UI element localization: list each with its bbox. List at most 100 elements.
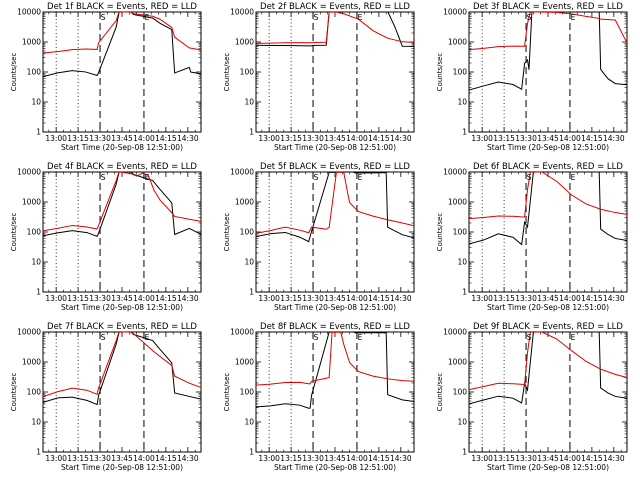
y-tick-label: 100	[453, 68, 468, 77]
plot-frame	[255, 11, 415, 133]
y-tick-label: 1000	[22, 38, 41, 47]
y-tick-label: 100	[240, 228, 255, 237]
x-tick-label: 14:15	[368, 454, 390, 463]
x-tick-label: 13:45	[111, 134, 133, 143]
y-tick-label: 10	[31, 418, 41, 427]
end-marker: E	[358, 333, 363, 342]
events-series-line	[43, 332, 201, 406]
y-tick-label: 1	[462, 128, 467, 137]
x-tick-label: 14:15	[581, 454, 603, 463]
y-tick-label: 1000	[235, 38, 254, 47]
events-series-line	[469, 172, 627, 246]
x-tick-label: 14:00	[559, 454, 581, 463]
y-tick-label: 1	[249, 448, 254, 457]
start-marker: S	[101, 173, 106, 182]
events-series-line	[256, 12, 414, 47]
x-tick-label: 14:30	[177, 134, 199, 143]
start-marker: S	[527, 173, 532, 182]
x-axis-label: Start Time (20-Sep-08 12:51:00)	[61, 303, 183, 312]
x-tick-label: 13:30	[302, 454, 324, 463]
chart-panel-9: Det 9f BLACK = Events, RED = LLD 1 10 100 10…	[436, 322, 628, 472]
chart-title: Det 7f BLACK = Events, RED = LLD	[47, 322, 197, 332]
chart-panel-1: Det 1f BLACK = Events, RED = LLD 1 10 100 10…	[10, 2, 202, 152]
chart-panel-5: Det 5f BLACK = Events, RED = LLD 1 10 100 10…	[223, 162, 415, 312]
x-axis-label: Start Time (20-Sep-08 12:51:00)	[61, 143, 183, 152]
x-tick-label: 13:15	[280, 294, 302, 303]
events-series-line	[43, 12, 201, 78]
y-tick-label: 10000	[17, 328, 41, 337]
x-tick-label: 14:15	[155, 294, 177, 303]
chart-panel-8: Det 8f BLACK = Events, RED = LLD 1 10 100 10…	[223, 322, 415, 472]
x-tick-label: 13:15	[493, 294, 515, 303]
x-axis-label: Start Time (20-Sep-08 12:51:00)	[487, 303, 609, 312]
x-tick-label: 14:00	[346, 454, 368, 463]
chart-title: Det 3f BLACK = Events, RED = LLD	[473, 2, 623, 12]
y-tick-label: 10	[244, 258, 254, 267]
x-tick-label: 14:30	[390, 294, 412, 303]
events-series-line	[469, 12, 627, 91]
lld-series-line	[469, 172, 627, 220]
events-series-line	[469, 332, 627, 405]
events-series-line	[256, 332, 414, 409]
start-marker: S	[314, 173, 319, 182]
end-marker: E	[571, 333, 576, 342]
x-tick-label: 13:45	[537, 294, 559, 303]
x-tick-label: 13:30	[515, 134, 537, 143]
start-marker: S	[314, 333, 319, 342]
chart-panel-3: Det 3f BLACK = Events, RED = LLD 1 10 100 10…	[436, 2, 628, 152]
y-tick-label: 1000	[235, 358, 254, 367]
y-tick-label: 10000	[443, 8, 467, 17]
start-marker: S	[527, 13, 532, 22]
y-tick-label: 100	[27, 68, 42, 77]
x-tick-label: 13:15	[280, 134, 302, 143]
x-tick-label: 13:30	[89, 294, 111, 303]
end-marker: E	[145, 173, 150, 182]
x-tick-label: 13:15	[493, 454, 515, 463]
x-tick-label: 14:30	[603, 134, 625, 143]
start-marker: S	[101, 333, 106, 342]
chart-title: Det 2f BLACK = Events, RED = LLD	[260, 2, 410, 12]
plot-frame	[255, 331, 415, 453]
y-axis-label: Counts/sec	[223, 373, 231, 412]
x-tick-label: 13:00	[258, 454, 280, 463]
x-tick-label: 13:00	[45, 294, 67, 303]
x-tick-label: 14:15	[368, 134, 390, 143]
x-tick-label: 13:15	[280, 454, 302, 463]
y-tick-label: 10	[457, 258, 467, 267]
y-tick-label: 1000	[448, 198, 467, 207]
x-tick-label: 14:00	[133, 294, 155, 303]
plot-frame	[468, 171, 628, 293]
x-tick-label: 14:00	[346, 134, 368, 143]
x-tick-label: 14:30	[603, 454, 625, 463]
y-tick-label: 100	[27, 388, 42, 397]
y-axis-label: Counts/sec	[10, 373, 18, 412]
lld-series-line	[469, 332, 627, 391]
x-tick-label: 13:30	[89, 454, 111, 463]
y-tick-label: 1000	[235, 198, 254, 207]
x-tick-label: 14:15	[581, 134, 603, 143]
x-tick-label: 14:15	[368, 294, 390, 303]
end-marker: E	[571, 173, 576, 182]
chart-title: Det 4f BLACK = Events, RED = LLD	[47, 162, 197, 172]
y-tick-label: 1	[36, 288, 41, 297]
y-axis-label: Counts/sec	[436, 373, 444, 412]
y-tick-label: 10000	[443, 168, 467, 177]
end-marker: E	[358, 13, 363, 22]
y-tick-label: 10	[457, 98, 467, 107]
lld-series-line	[256, 12, 414, 44]
y-tick-label: 100	[240, 68, 255, 77]
events-series-line	[43, 172, 201, 237]
plot-frame	[42, 331, 202, 453]
y-tick-label: 10	[244, 98, 254, 107]
x-tick-label: 13:15	[67, 134, 89, 143]
x-tick-label: 13:30	[515, 294, 537, 303]
x-tick-label: 13:15	[67, 454, 89, 463]
chart-title: Det 9f BLACK = Events, RED = LLD	[473, 322, 623, 332]
x-tick-label: 14:30	[390, 454, 412, 463]
chart-panel-7: Det 7f BLACK = Events, RED = LLD 1 10 100 10…	[10, 322, 202, 472]
x-tick-label: 14:00	[133, 454, 155, 463]
end-marker: E	[571, 13, 576, 22]
y-tick-label: 100	[240, 388, 255, 397]
chart-panel-4: Det 4f BLACK = Events, RED = LLD 1 10 100 10…	[10, 162, 202, 312]
x-tick-label: 13:00	[45, 134, 67, 143]
